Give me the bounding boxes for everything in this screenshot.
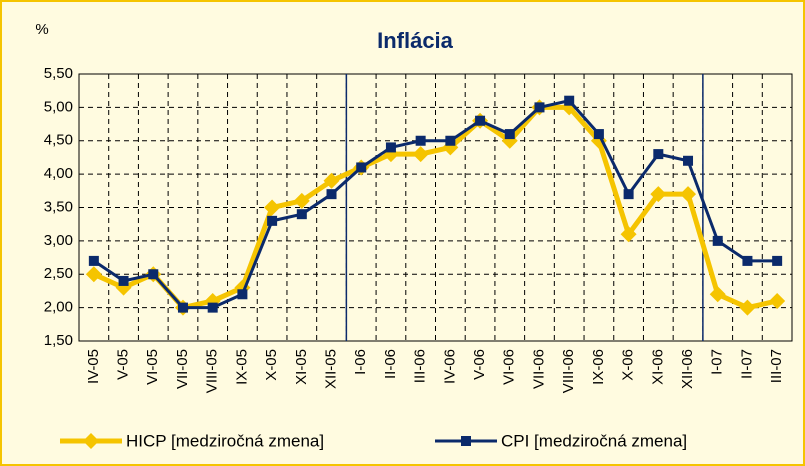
- x-tick-label: IV-05: [85, 349, 102, 384]
- y-tick-label: 4,00: [44, 165, 73, 182]
- x-tick-label: IX-05: [233, 349, 250, 385]
- y-tick-label: 3,50: [44, 198, 73, 215]
- marker: [296, 209, 307, 220]
- x-tick-label: VI-05: [144, 349, 161, 385]
- marker: [85, 266, 102, 283]
- y-tick-label: 2,00: [44, 299, 73, 316]
- x-tick-label: III-07: [768, 349, 785, 383]
- x-tick-label: VII-05: [174, 349, 191, 389]
- x-tick-label: VIII-05: [204, 349, 221, 393]
- y-tick-label: 4,50: [44, 132, 73, 149]
- x-tick-label: IX-06: [590, 349, 607, 385]
- marker: [623, 189, 634, 200]
- x-tick-label: VI-06: [501, 349, 518, 385]
- x-tick-label: XI-05: [293, 349, 310, 385]
- x-tick-label: I-06: [352, 349, 369, 375]
- legend-label: HICP [medziročná zmena]: [126, 431, 324, 450]
- marker: [739, 299, 756, 316]
- x-tick-label: II-07: [738, 349, 755, 379]
- marker: [680, 186, 697, 203]
- y-tick-label: 2,50: [44, 265, 73, 282]
- x-tick-label: X-06: [620, 349, 637, 381]
- marker: [237, 289, 248, 300]
- marker: [385, 142, 396, 153]
- marker: [326, 189, 337, 200]
- x-tick-label: XI-06: [649, 349, 666, 385]
- marker: [650, 186, 667, 203]
- x-tick-label: II-06: [382, 349, 399, 379]
- x-tick-label: VII-06: [530, 349, 547, 389]
- marker: [593, 129, 604, 140]
- y-tick-label: 3,00: [44, 232, 73, 249]
- marker: [207, 302, 218, 313]
- marker: [504, 129, 515, 140]
- x-tick-label: V-06: [471, 349, 488, 380]
- x-tick-label: VIII-06: [560, 349, 577, 393]
- marker: [356, 162, 367, 173]
- marker: [415, 135, 426, 146]
- marker: [267, 215, 278, 226]
- marker: [620, 226, 637, 243]
- x-tick-label: X-05: [263, 349, 280, 381]
- marker: [264, 199, 281, 216]
- marker: [742, 255, 753, 266]
- x-tick-label: XII-05: [322, 349, 339, 389]
- marker: [683, 155, 694, 166]
- marker: [712, 235, 723, 246]
- legend-marker: [83, 433, 99, 449]
- x-tick-label: V-05: [115, 349, 132, 380]
- marker: [564, 95, 575, 106]
- marker: [118, 275, 129, 286]
- marker: [769, 292, 786, 309]
- y-tick-label: 5,00: [44, 98, 73, 115]
- x-tick-label: IV-06: [441, 349, 458, 384]
- marker: [293, 192, 310, 209]
- marker: [412, 146, 429, 163]
- marker: [534, 102, 545, 113]
- marker: [772, 255, 783, 266]
- legend-label: CPI [medziročná zmena]: [501, 431, 687, 450]
- marker: [148, 269, 159, 280]
- y-tick-label: 1,50: [44, 332, 73, 349]
- chart-title: Inflácia: [377, 28, 454, 53]
- y-unit: %: [35, 21, 48, 38]
- y-tick-label: 5,50: [44, 65, 73, 82]
- marker: [323, 172, 340, 189]
- x-tick-label: III-06: [412, 349, 429, 383]
- legend-marker: [461, 436, 471, 446]
- x-tick-label: XII-06: [679, 349, 696, 389]
- marker: [653, 149, 664, 160]
- x-tick-label: I-07: [709, 349, 726, 375]
- marker: [177, 302, 188, 313]
- marker: [475, 115, 486, 126]
- marker: [445, 135, 456, 146]
- marker: [709, 286, 726, 303]
- marker: [88, 255, 99, 266]
